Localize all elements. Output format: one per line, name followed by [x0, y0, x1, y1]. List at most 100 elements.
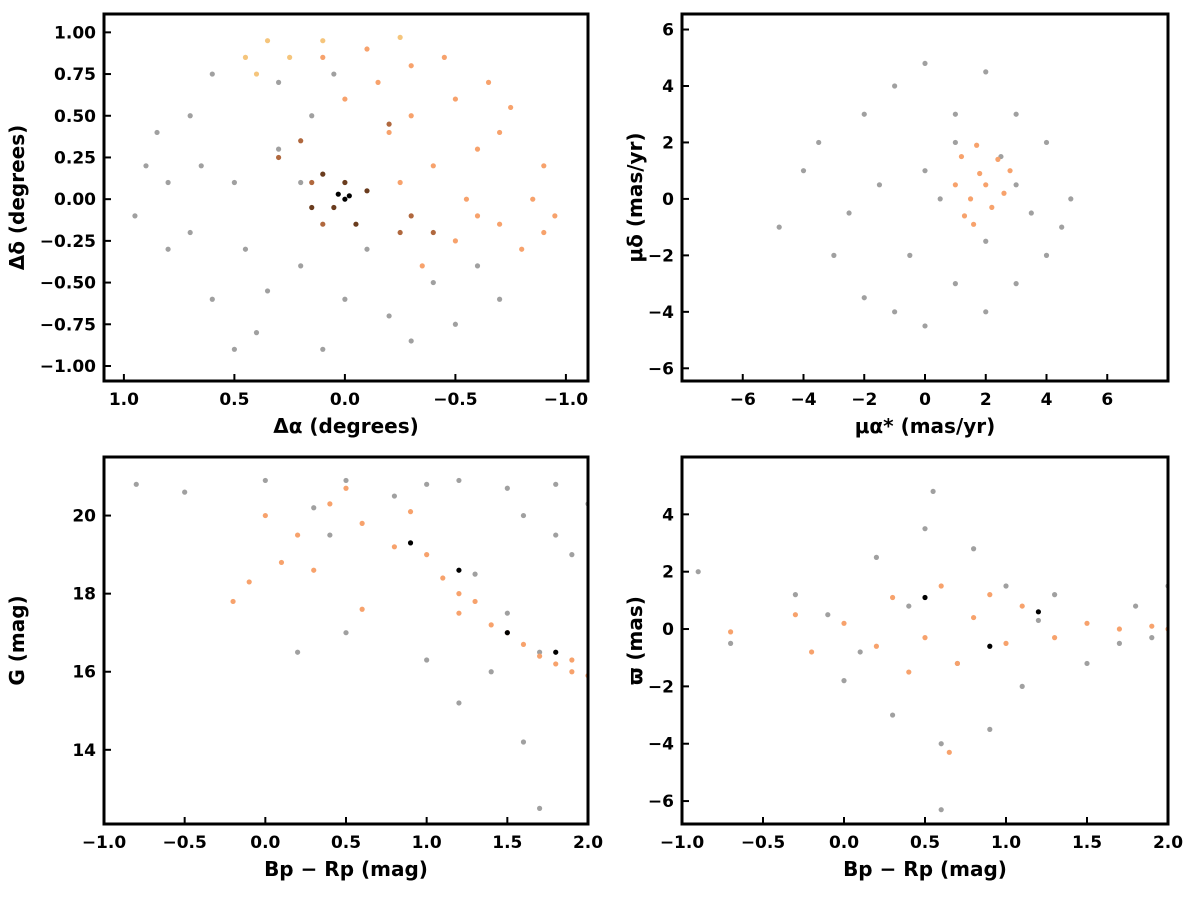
y-tick-label: 0.75: [54, 65, 96, 85]
point: [1019, 603, 1025, 609]
point: [541, 229, 547, 236]
point: [825, 612, 831, 618]
point: [504, 630, 510, 636]
point: [552, 213, 558, 219]
point: [430, 229, 436, 236]
point: [311, 567, 317, 573]
point: [488, 622, 494, 628]
point: [520, 641, 527, 648]
point: [474, 146, 481, 152]
point: [231, 346, 237, 352]
point: [275, 154, 282, 161]
x-tick-label: −1.0: [660, 833, 705, 853]
point: [452, 238, 458, 244]
point: [253, 71, 260, 77]
point: [983, 69, 989, 75]
point: [397, 34, 403, 40]
point: [937, 196, 943, 202]
point: [456, 477, 462, 484]
point: [792, 612, 799, 618]
point: [873, 643, 880, 649]
point: [553, 481, 559, 487]
point: [938, 741, 944, 747]
points: [132, 34, 558, 352]
point: [907, 252, 913, 258]
x-tick-label: 1.0: [412, 833, 442, 853]
x-tick-label: 0.5: [910, 833, 940, 853]
point: [198, 163, 204, 169]
y-tick-label: −2: [648, 677, 674, 697]
point: [359, 520, 365, 526]
point: [530, 196, 536, 202]
point: [275, 79, 282, 85]
point: [353, 221, 359, 227]
point: [800, 168, 807, 174]
point: [1052, 592, 1058, 598]
point: [983, 309, 989, 315]
point: [419, 263, 425, 269]
point: [569, 552, 575, 558]
point: [971, 546, 977, 552]
point: [474, 213, 481, 219]
point: [922, 323, 928, 329]
point: [520, 512, 527, 519]
point: [230, 598, 236, 605]
point: [397, 229, 403, 236]
point: [1052, 635, 1058, 641]
y-axis-label: ϖ (mas): [623, 596, 647, 685]
point: [472, 598, 478, 605]
x-tick-label: 2.0: [1153, 833, 1183, 853]
point: [424, 552, 430, 558]
point: [440, 575, 446, 581]
point: [1013, 281, 1019, 287]
point: [1149, 623, 1155, 629]
point: [967, 196, 974, 202]
point: [441, 54, 447, 60]
y-axis-label: Δδ (degrees): [5, 125, 29, 271]
y-tick-label: 0: [662, 190, 674, 210]
point: [456, 567, 462, 573]
point: [983, 182, 989, 188]
point: [132, 213, 138, 219]
x-axis-label: Bp − Rp (mag): [843, 857, 1007, 881]
point: [520, 739, 527, 745]
point: [1116, 626, 1122, 632]
point: [456, 610, 462, 616]
x-tick-label: 1.5: [492, 833, 522, 853]
point: [922, 594, 928, 601]
point: [983, 238, 989, 244]
point: [961, 213, 968, 219]
point: [922, 635, 928, 641]
point: [335, 191, 341, 197]
point: [264, 288, 271, 294]
point: [133, 481, 139, 487]
point: [456, 700, 462, 706]
point: [504, 485, 510, 491]
point: [553, 649, 559, 655]
panel: −1.0 −0.5 0.0 0.5 1.0 1.5 2.0 14 16 18 20 Bp − Rp (…: [5, 455, 603, 881]
point: [541, 163, 547, 169]
y-tick-label: 2: [662, 563, 674, 583]
x-tick-label: 6: [1101, 390, 1113, 410]
point: [977, 170, 983, 177]
point: [424, 481, 430, 487]
point: [342, 96, 348, 102]
point: [816, 139, 822, 146]
point: [346, 193, 352, 199]
point: [320, 38, 326, 44]
point: [841, 678, 847, 684]
point: [792, 592, 799, 598]
point: [1084, 620, 1090, 626]
point: [946, 749, 952, 755]
point: [971, 221, 977, 227]
y-tick-label: −1.00: [40, 357, 96, 377]
point: [485, 79, 492, 85]
point: [342, 179, 348, 186]
x-tick-label: 1.5: [1072, 833, 1102, 853]
point: [331, 71, 337, 77]
point: [231, 179, 237, 186]
point: [430, 163, 436, 169]
y-tick-label: 1.00: [54, 23, 96, 43]
point: [474, 263, 481, 269]
